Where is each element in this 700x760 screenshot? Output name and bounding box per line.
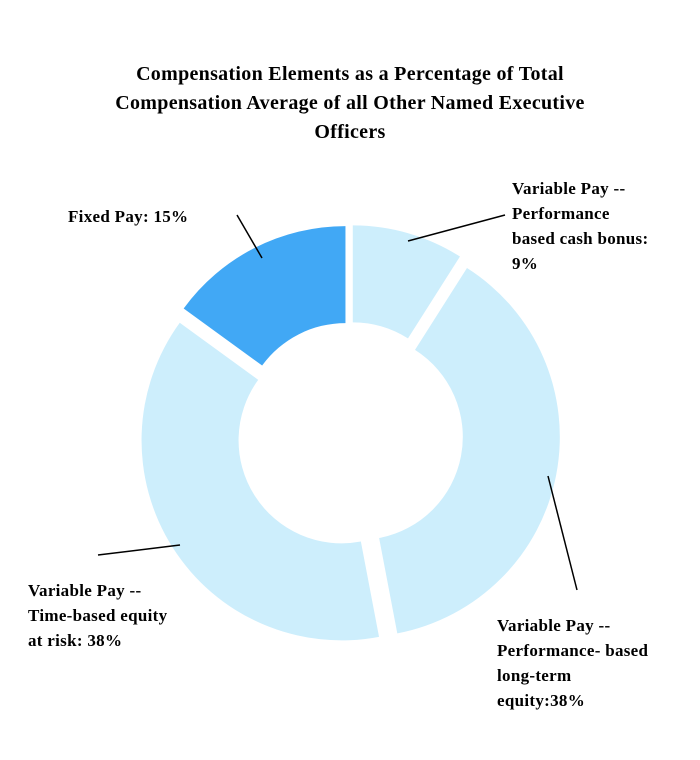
donut-slice (183, 226, 346, 366)
donut-slice (352, 225, 460, 339)
data-label: Variable Pay -- Performance based cash b… (512, 179, 649, 273)
donut-slice (379, 268, 560, 634)
leader-line (236, 214, 263, 259)
data-label: Variable Pay -- Performance- based long-… (497, 616, 649, 710)
leader-line (407, 214, 506, 242)
data-label: Variable Pay -- Time-based equity at ris… (28, 581, 168, 650)
chart-title: Compensation Elements as a Percentage of… (115, 63, 585, 143)
donut-slice (141, 322, 380, 641)
leader-line (97, 544, 181, 556)
leader-line (547, 475, 578, 591)
data-label: Fixed Pay: 15% (68, 207, 189, 226)
